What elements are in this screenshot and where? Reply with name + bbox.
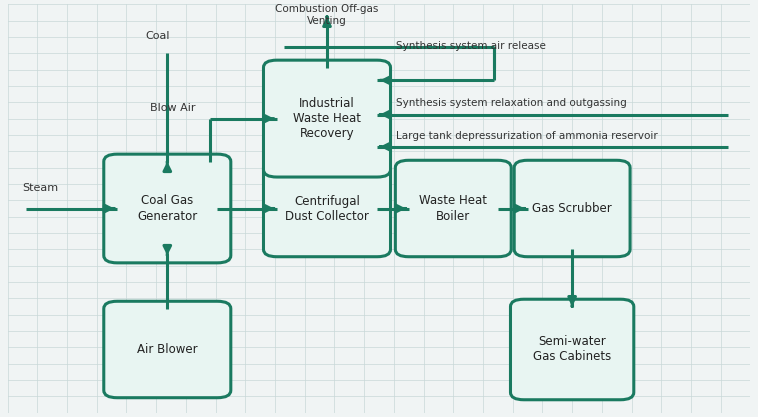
Text: Industrial
Waste Heat
Recovery: Industrial Waste Heat Recovery [293, 97, 361, 140]
Text: Coal Gas
Generator: Coal Gas Generator [137, 194, 197, 223]
Text: Air Blower: Air Blower [137, 343, 198, 356]
Text: Centrifugal
Dust Collector: Centrifugal Dust Collector [285, 194, 369, 223]
Text: Gas Scrubber: Gas Scrubber [532, 202, 612, 215]
FancyBboxPatch shape [104, 154, 230, 263]
Text: Synthesis system air release: Synthesis system air release [396, 41, 546, 51]
FancyBboxPatch shape [104, 301, 230, 398]
Text: Steam: Steam [23, 183, 58, 193]
Text: Coal: Coal [145, 31, 170, 41]
FancyBboxPatch shape [514, 160, 630, 257]
FancyBboxPatch shape [510, 299, 634, 400]
Text: Combustion Off-gas
Venting: Combustion Off-gas Venting [275, 4, 379, 26]
Text: Semi-water
Gas Cabinets: Semi-water Gas Cabinets [533, 336, 611, 364]
FancyBboxPatch shape [264, 160, 390, 257]
FancyBboxPatch shape [396, 160, 511, 257]
FancyBboxPatch shape [264, 60, 390, 177]
Text: Large tank depressurization of ammonia reservoir: Large tank depressurization of ammonia r… [396, 131, 657, 141]
Text: Waste Heat
Boiler: Waste Heat Boiler [419, 194, 487, 223]
Text: Blow Air: Blow Air [149, 103, 195, 113]
Text: Synthesis system relaxation and outgassing: Synthesis system relaxation and outgassi… [396, 98, 626, 108]
